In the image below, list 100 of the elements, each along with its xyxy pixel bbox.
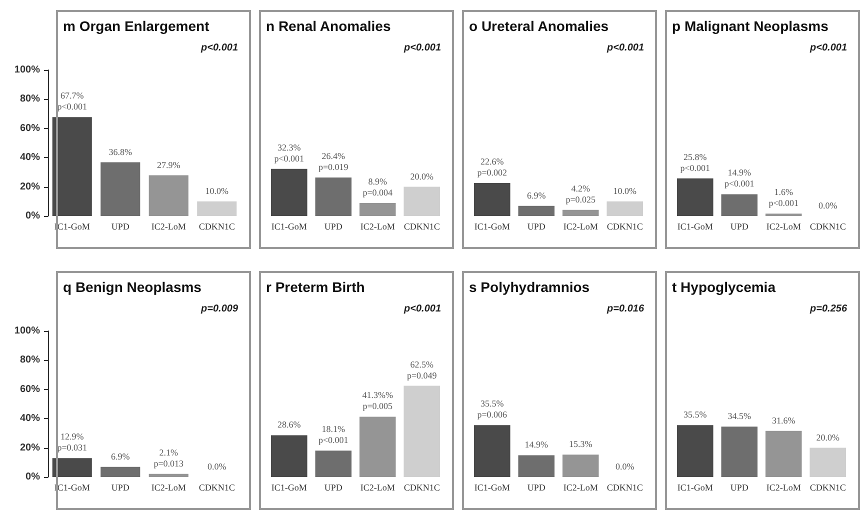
y-tick-label: 40% xyxy=(20,413,40,424)
bar xyxy=(315,450,352,477)
bar xyxy=(404,386,440,477)
y-tick-label: 40% xyxy=(20,152,40,164)
data-label: 28.6% xyxy=(278,420,302,430)
data-label: 31.6% xyxy=(772,415,796,426)
y-tick-label: 0% xyxy=(26,210,40,222)
chart-title: p Malignant Neoplasms xyxy=(672,18,829,34)
data-label: 20.0% xyxy=(816,432,840,442)
data-label: 18.1% p<0.001 xyxy=(318,424,348,446)
y-tick-label: 100% xyxy=(14,326,40,336)
x-tick-label: CDKN1C xyxy=(810,222,846,232)
data-label: 0.0% xyxy=(208,462,227,472)
bar xyxy=(270,168,308,216)
x-tick-label: CDKN1C xyxy=(198,482,235,492)
y-tick-label: 20% xyxy=(20,181,40,192)
bar xyxy=(474,183,510,216)
bar xyxy=(404,186,440,216)
chart-title: o Ureteral Anomalies xyxy=(469,18,609,34)
x-tick-label: IC1-GoM xyxy=(271,222,307,232)
data-label: 25.8% p<0.001 xyxy=(680,152,710,173)
bar xyxy=(100,466,140,477)
bar xyxy=(270,435,308,477)
data-label: 20.0% xyxy=(410,171,434,182)
data-label: 2.1% p=0.013 xyxy=(154,447,184,468)
bar xyxy=(765,430,802,477)
y-tick-label: 80% xyxy=(20,94,40,105)
chart-title: m Organ Enlargement xyxy=(63,18,210,34)
text: p<0.001 xyxy=(200,42,238,54)
x-tick-label: UPD xyxy=(527,482,546,492)
y-tick-label: 100% xyxy=(14,64,40,76)
text: p<0.001 xyxy=(403,304,442,314)
x-tick-label: CDKN1C xyxy=(810,482,846,492)
x-tick-label: UPD xyxy=(111,482,130,492)
bar xyxy=(810,448,846,477)
data-label: 26.4% p=0.019 xyxy=(318,150,349,172)
data-label: 12.9% p=0.031 xyxy=(57,432,88,453)
text: p<0.001 xyxy=(606,42,644,54)
chart-title: t Hypoglycemia xyxy=(672,279,776,295)
x-tick-label: IC1-GoM xyxy=(271,482,307,492)
data-label: 67.7% p<0.001 xyxy=(57,90,88,112)
bar xyxy=(52,458,92,477)
data-label: 41.3%% p=0.005 xyxy=(362,390,394,412)
x-tick-label: UPD xyxy=(324,482,343,492)
data-label: 22.6% p=0.002 xyxy=(477,156,508,178)
x-tick-label: IC1-GoM xyxy=(474,222,510,232)
chart-title: n Renal Anomalies xyxy=(266,18,391,34)
data-label: 0.0% xyxy=(616,462,635,472)
data-label: 0.0% xyxy=(818,200,838,210)
x-tick-label: UPD xyxy=(527,222,546,232)
text: p=0.009 xyxy=(200,304,238,314)
bar xyxy=(676,425,714,477)
data-label: 35.5% p=0.006 xyxy=(477,398,508,420)
data-label: 4.2% p=0.025 xyxy=(566,183,596,204)
data-label: 14.9% p<0.001 xyxy=(724,168,754,189)
bar xyxy=(100,162,140,216)
bar xyxy=(359,416,396,477)
x-tick-label: IC1-GoM xyxy=(677,482,713,492)
data-label: 14.9% xyxy=(524,440,548,450)
bar xyxy=(197,201,237,216)
bar xyxy=(148,175,188,216)
x-tick-label: IC2-LoM xyxy=(766,222,801,232)
bar xyxy=(518,206,555,216)
bar xyxy=(606,201,644,216)
x-tick-label: CDKN1C xyxy=(606,482,643,492)
y-tick-label: 80% xyxy=(20,354,40,366)
data-label: 15.3% xyxy=(569,439,593,450)
x-tick-label: IC1-GoM xyxy=(474,482,510,492)
text: p<0.001 xyxy=(809,42,848,54)
bar xyxy=(359,203,396,216)
y-tick-label: 60% xyxy=(20,122,40,134)
x-tick-label: IC2-LoM xyxy=(151,222,186,232)
bar xyxy=(148,474,188,477)
bar xyxy=(562,210,599,216)
data-label: 27.9% xyxy=(157,160,181,170)
data-label: 62.5% p=0.049 xyxy=(406,359,438,380)
data-label: 6.9% xyxy=(527,190,546,200)
text: p=0.016 xyxy=(606,304,644,314)
x-tick-label: CDKN1C xyxy=(198,222,235,232)
bar xyxy=(52,117,92,216)
data-label: 6.9% xyxy=(111,451,130,462)
bar xyxy=(315,177,352,216)
x-tick-label: IC2-LoM xyxy=(151,482,186,492)
x-tick-label: IC2-LoM xyxy=(360,222,395,232)
chart-title: s Polyhydramnios xyxy=(469,279,590,295)
x-tick-label: CDKN1C xyxy=(404,482,440,492)
y-tick-label: 0% xyxy=(26,472,40,482)
bar xyxy=(721,426,758,477)
chart-title: q Benign Neoplasms xyxy=(63,279,202,295)
text: p=0.256 xyxy=(809,304,848,314)
y-tick-label: 60% xyxy=(20,384,40,395)
data-label: 10.0% xyxy=(613,186,637,196)
x-tick-label: IC1-GoM xyxy=(677,222,713,232)
x-tick-label: UPD xyxy=(324,222,343,232)
x-tick-label: CDKN1C xyxy=(404,222,440,232)
x-tick-label: IC2-LoM xyxy=(563,222,598,232)
data-label: 35.5% xyxy=(684,410,708,420)
data-label: 1.6% p<0.001 xyxy=(768,187,799,208)
y-tick-label: 20% xyxy=(20,442,40,454)
data-label: 8.9% p=0.004 xyxy=(362,176,394,198)
